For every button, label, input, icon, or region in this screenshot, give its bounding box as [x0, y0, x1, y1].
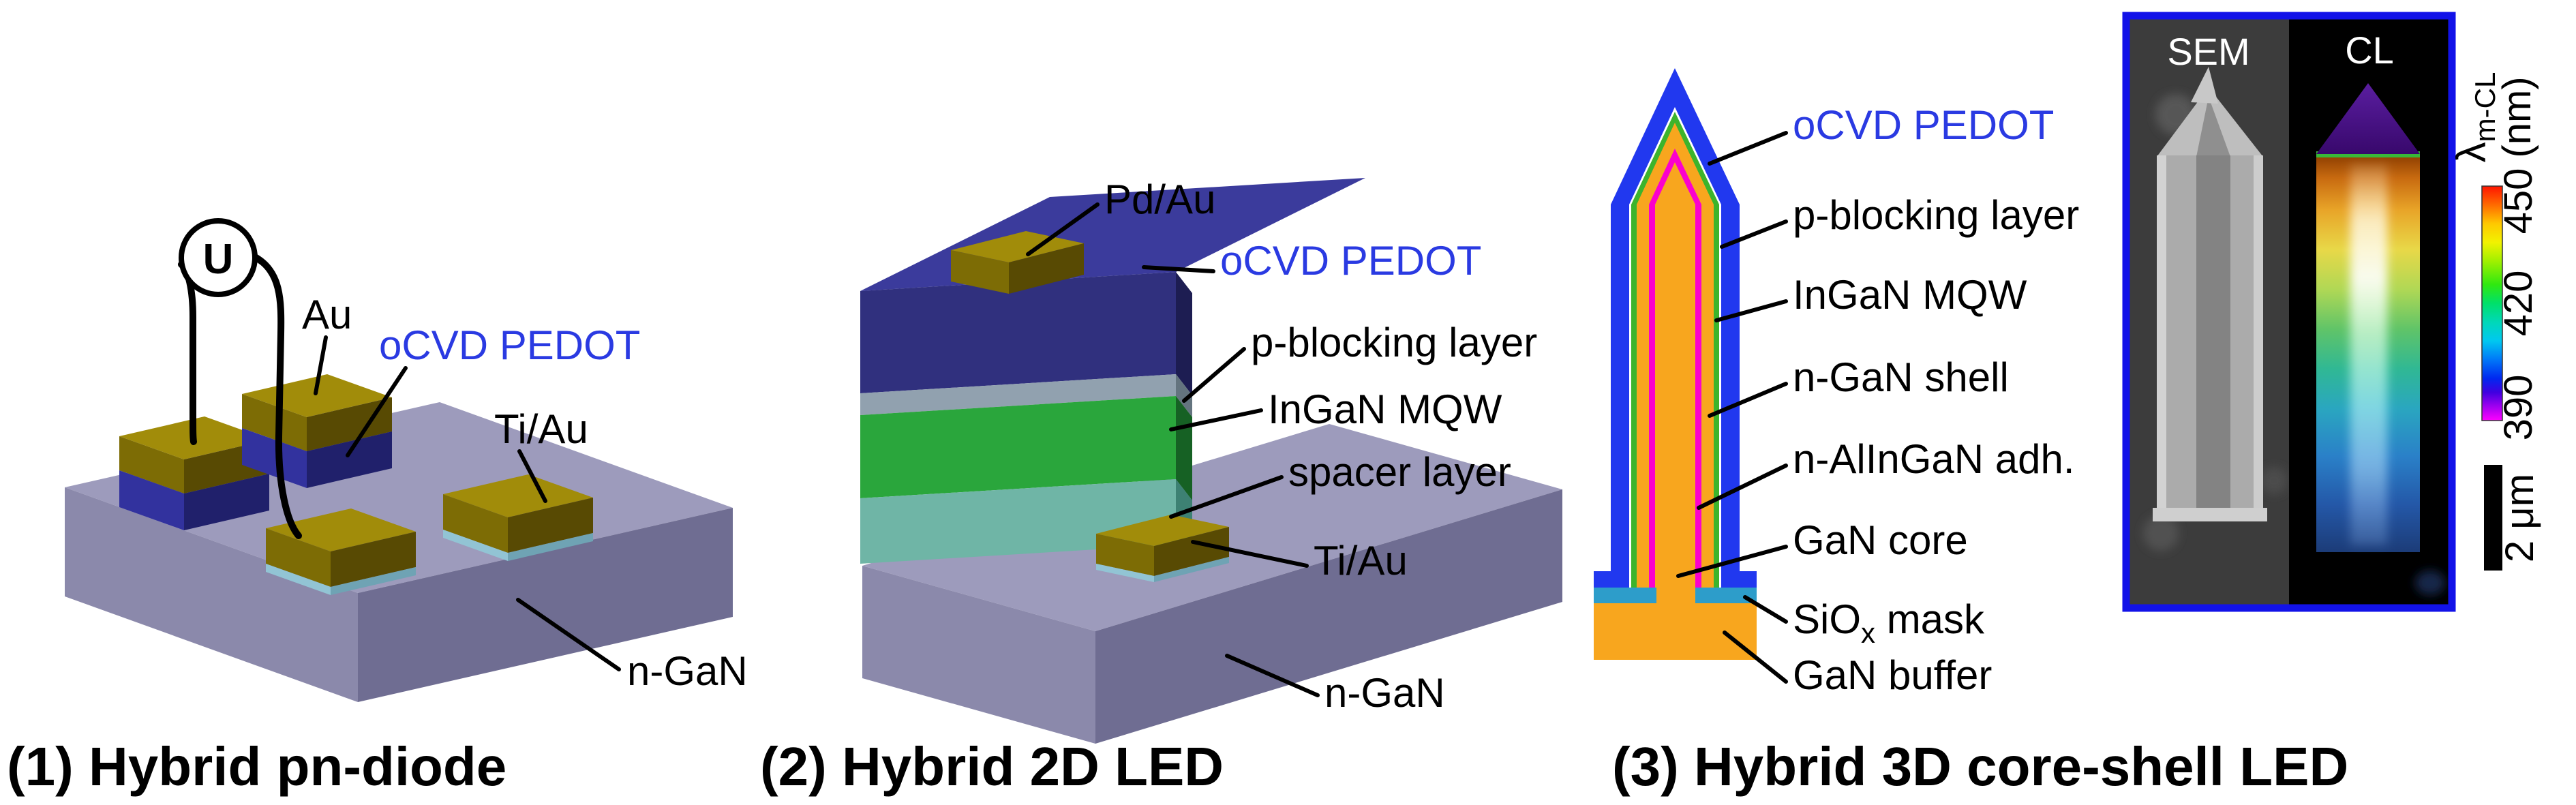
pad-tiau-front [266, 508, 416, 595]
leader-mqw-3 [1714, 299, 1788, 322]
panel1-hybrid-pn-diode: U Au oCVD PEDOT Ti/Au n-GaN (1) Hybrid p… [7, 218, 748, 797]
label-pedot-1: oCVD PEDOT [379, 322, 640, 368]
micrograph-panel: SEM CL [2122, 12, 2456, 612]
colorbar-tick-450: 450 [2496, 168, 2541, 234]
leader-ngan-2 [1225, 654, 1320, 697]
wire-left [178, 261, 197, 445]
micrograph-border [2122, 12, 2456, 612]
pad-tiau-right [443, 474, 593, 561]
panel3-hybrid-3d-core-shell-led: oCVD PEDOT p-blocking layer InGaN MQW n-… [1594, 68, 2348, 797]
leader-pdau [1026, 202, 1100, 256]
gan-core-column [1655, 162, 1695, 603]
cl-colorbar: λm-CL (nm) 450 420 390 [2449, 72, 2541, 441]
label-ngan-1: n-GaN [627, 648, 748, 694]
cl-nanorod [2316, 83, 2420, 552]
label-adh: n-AlInGaN adh. [1793, 436, 2075, 482]
nanowire-schematic [1594, 68, 1757, 660]
label-pblock-3: p-blocking layer [1793, 192, 2079, 238]
pad-tiau-2 [1096, 515, 1229, 582]
label-spacer: spacer layer [1288, 449, 1511, 495]
pedot-front-face [860, 272, 1176, 393]
label-pedot-3: oCVD PEDOT [1793, 102, 2054, 148]
siox-mask-left [1594, 588, 1656, 603]
label-siox: SiOx mask [1793, 596, 1985, 649]
label-pblock-2: p-blocking layer [1251, 320, 1537, 365]
leader-shell [1708, 382, 1788, 418]
leader-tiau-2 [1191, 540, 1309, 568]
panel2-caption: (2) Hybrid 2D LED [760, 736, 1224, 797]
colorbar-tick-420: 420 [2496, 271, 2541, 337]
led-layer-stack [860, 178, 1365, 566]
leader-pedot-3 [1708, 131, 1788, 166]
leader-pedot-1 [346, 366, 408, 457]
leader-mqw-2 [1169, 408, 1263, 431]
label-au: Au [302, 292, 352, 337]
scalebar: 2 μm [2484, 465, 2542, 571]
substrate-left-face [65, 487, 358, 702]
leader-siox [1743, 595, 1788, 624]
label-tiau-1: Ti/Au [494, 406, 588, 452]
leader-adh [1697, 464, 1788, 510]
scalebar-bar [2484, 465, 2502, 571]
leader-au [314, 335, 328, 395]
cl-image: CL [2289, 18, 2450, 606]
wire-right [252, 254, 302, 539]
label-buffer: GaN buffer [1793, 652, 1992, 698]
mqw-front-face [860, 396, 1176, 498]
substrate-right-face [358, 508, 733, 702]
label-pedot-2: oCVD PEDOT [1220, 238, 1481, 284]
cl-label: CL [2345, 29, 2394, 72]
pblocking-front-face [860, 374, 1176, 415]
scalebar-label: 2 μm [2498, 474, 2542, 562]
voltage-source-icon [179, 218, 258, 297]
label-tiau-2: Ti/Au [1314, 538, 1408, 583]
label-core: GaN core [1793, 517, 1968, 563]
sem-nanorod [2153, 67, 2267, 521]
leader-tiau-1 [517, 449, 547, 503]
label-shell: n-GaN shell [1793, 354, 2009, 400]
voltage-source-label: U [203, 236, 234, 283]
leader-pedot-2 [1142, 265, 1215, 273]
label-pdau: Pd/Au [1104, 177, 1215, 222]
sem-debris-blob [2260, 467, 2288, 494]
colorbar-axis-symbol: λm-CL [2449, 72, 2501, 163]
label-mqw-3: InGaN MQW [1793, 272, 2027, 318]
panel1-caption: (1) Hybrid pn-diode [7, 736, 506, 797]
leader-pblock-2 [1182, 347, 1246, 403]
colorbar-gradient [2481, 185, 2503, 421]
sem-debris-blob [2143, 515, 2179, 551]
label-ngan-2: n-GaN [1324, 670, 1445, 716]
leader-spacer [1169, 475, 1284, 519]
siox-mask-right [1695, 588, 1757, 603]
sem-image: SEM [2128, 18, 2289, 606]
pad-au-pedot-center [242, 374, 392, 488]
panel2-hybrid-2d-led: Pd/Au oCVD PEDOT p-blocking layer InGaN … [760, 177, 1562, 797]
label-mqw-2: InGaN MQW [1268, 386, 1502, 432]
colorbar-tick-390: 390 [2496, 375, 2541, 441]
cl-debris-blob [2415, 571, 2445, 595]
leader-buffer [1723, 631, 1788, 684]
leader-pblock-3 [1720, 219, 1788, 249]
gan-buffer-block [1594, 603, 1757, 660]
sem-label: SEM [2167, 30, 2249, 73]
panel3-caption: (3) Hybrid 3D core-shell LED [1612, 736, 2348, 797]
leader-ngan-1 [516, 598, 621, 671]
colorbar-axis-unit: (nm) [2495, 76, 2539, 157]
leader-core [1676, 545, 1788, 578]
